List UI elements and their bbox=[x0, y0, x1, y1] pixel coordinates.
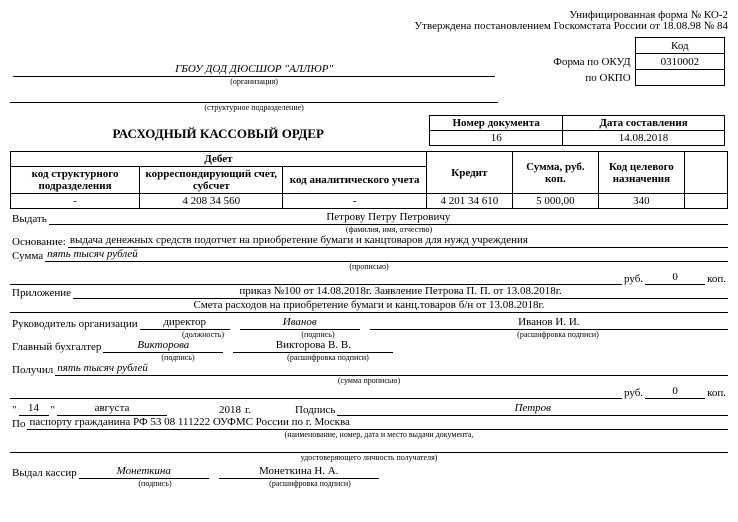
row-analytic: - bbox=[283, 194, 426, 209]
sign-value: Петров bbox=[337, 402, 728, 416]
sum-line2 bbox=[10, 271, 622, 285]
issue-label: Выдать bbox=[10, 213, 49, 225]
cashier-sign-sub: (подпись) bbox=[90, 479, 220, 488]
chief-name-sub: (расшифровка подписи) bbox=[248, 353, 408, 362]
doc-num: 16 bbox=[430, 131, 563, 146]
org-name: ГБОУ ДОД ДЮСШОР "АЛЛЮР" bbox=[13, 63, 495, 77]
okpo-label: по ОКПО bbox=[501, 70, 635, 86]
dept-field bbox=[10, 89, 498, 103]
kop-label2: коп. bbox=[705, 387, 728, 399]
struct-code-header: код структурного подразделения bbox=[11, 167, 140, 194]
head-label: Руководитель организации bbox=[10, 318, 140, 330]
chief-label: Главный бухгалтер bbox=[10, 341, 103, 353]
date-year-gap bbox=[167, 402, 217, 416]
cashier-sign: Монеткина bbox=[79, 465, 209, 479]
head-name-sub: (расшифровка подписи) bbox=[388, 330, 728, 339]
doc-num-label: Номер документа bbox=[430, 116, 563, 131]
dept-sub: (структурное подразделение) bbox=[10, 103, 498, 112]
sum-label: Сумма bbox=[10, 250, 45, 262]
date-month: августа bbox=[57, 402, 167, 416]
code-header: Код bbox=[635, 38, 724, 54]
received-label: Получил bbox=[10, 364, 55, 376]
date-label: Дата составления bbox=[562, 116, 724, 131]
year-suffix: г. bbox=[243, 404, 253, 416]
quote-close: " bbox=[49, 404, 58, 416]
kop-label: коп. bbox=[705, 273, 728, 285]
app-value2: Смета расходов на приобретение бумаги и … bbox=[10, 299, 728, 313]
sum-sub: (прописью) bbox=[10, 262, 728, 271]
chief-sign-sub: (подпись) bbox=[118, 353, 238, 362]
cashier-name-sub: (расшифровка подписи) bbox=[230, 479, 390, 488]
corr-header: корреспондирующий счет, субсчет bbox=[140, 167, 283, 194]
basis-value: выдача денежных средств подотчет на прио… bbox=[68, 234, 728, 248]
sum-header: Сумма, руб. коп. bbox=[512, 152, 598, 194]
analytic-header: код аналитического учета bbox=[283, 167, 426, 194]
quote-open: " bbox=[10, 404, 19, 416]
rub-label: руб. bbox=[622, 273, 645, 285]
row-sum: 5 000,00 bbox=[512, 194, 598, 209]
org-sub: (организация) bbox=[13, 77, 495, 86]
received-value: пять тысяч рублей bbox=[55, 362, 728, 376]
rub-value2: 0 bbox=[645, 385, 705, 399]
credit-header: Кредит bbox=[426, 152, 512, 194]
basis-label: Основание: bbox=[10, 236, 68, 248]
head-sign-sub: (подпись) bbox=[258, 330, 378, 339]
head-pos: директор bbox=[140, 316, 230, 330]
date-year: 2018 bbox=[217, 404, 243, 416]
row-empty bbox=[684, 194, 727, 209]
sign-label: Подпись bbox=[293, 404, 337, 416]
head-sign: Иванов bbox=[240, 316, 360, 330]
received-line2 bbox=[10, 385, 622, 399]
rub-label2: руб. bbox=[622, 387, 645, 399]
app-value: приказ №100 от 14.08.2018г. Заявление Пе… bbox=[73, 285, 728, 299]
okud-value: 0310002 bbox=[635, 54, 724, 70]
okpo-value bbox=[635, 70, 724, 86]
rub-value: 0 bbox=[645, 271, 705, 285]
empty-header bbox=[684, 152, 727, 194]
issue-sub: (фамилия, имя, отчество) bbox=[10, 225, 728, 234]
date-day: 14 bbox=[19, 402, 49, 416]
chief-sign: Викторова bbox=[103, 339, 223, 353]
doc-sub: (наименование, номер, дата и место выдач… bbox=[10, 430, 728, 439]
row-corr: 4 208 34 560 bbox=[140, 194, 283, 209]
doc-label: По bbox=[10, 418, 27, 430]
doc-sub2: удостоверяющего личность получателя) bbox=[10, 453, 728, 462]
head-pos-sub: (должность) bbox=[158, 330, 248, 339]
row-purpose: 340 bbox=[598, 194, 684, 209]
doc-title: РАСХОДНЫЙ КАССОВЫЙ ОРДЕР bbox=[13, 126, 423, 142]
doc-date: 14.08.2018 bbox=[562, 131, 724, 146]
received-sub: (сумма прописью) bbox=[10, 376, 728, 385]
app-label: Приложение bbox=[10, 287, 73, 299]
doc-value: паспорту гражданина РФ 53 08 111222 ОУФМ… bbox=[27, 416, 728, 430]
sum-words: пять тысяч рублей bbox=[45, 248, 728, 262]
row-struct: - bbox=[11, 194, 140, 209]
form-info-2: Утверждена постановлением Госкомстата Ро… bbox=[10, 21, 728, 32]
cashier-name: Монеткина Н. А. bbox=[219, 465, 379, 479]
head-name: Иванов И. И. bbox=[370, 316, 728, 330]
purpose-header: Код целевого назначения bbox=[598, 152, 684, 194]
okud-label: Форма по ОКУД bbox=[501, 54, 635, 70]
cashier-label: Выдал кассир bbox=[10, 467, 79, 479]
issue-value: Петрову Петру Петровичу bbox=[49, 211, 728, 225]
row-credit: 4 201 34 610 bbox=[426, 194, 512, 209]
debit-header: Дебет bbox=[11, 152, 427, 167]
doc-line2 bbox=[10, 439, 728, 453]
chief-name: Викторова В. В. bbox=[233, 339, 393, 353]
